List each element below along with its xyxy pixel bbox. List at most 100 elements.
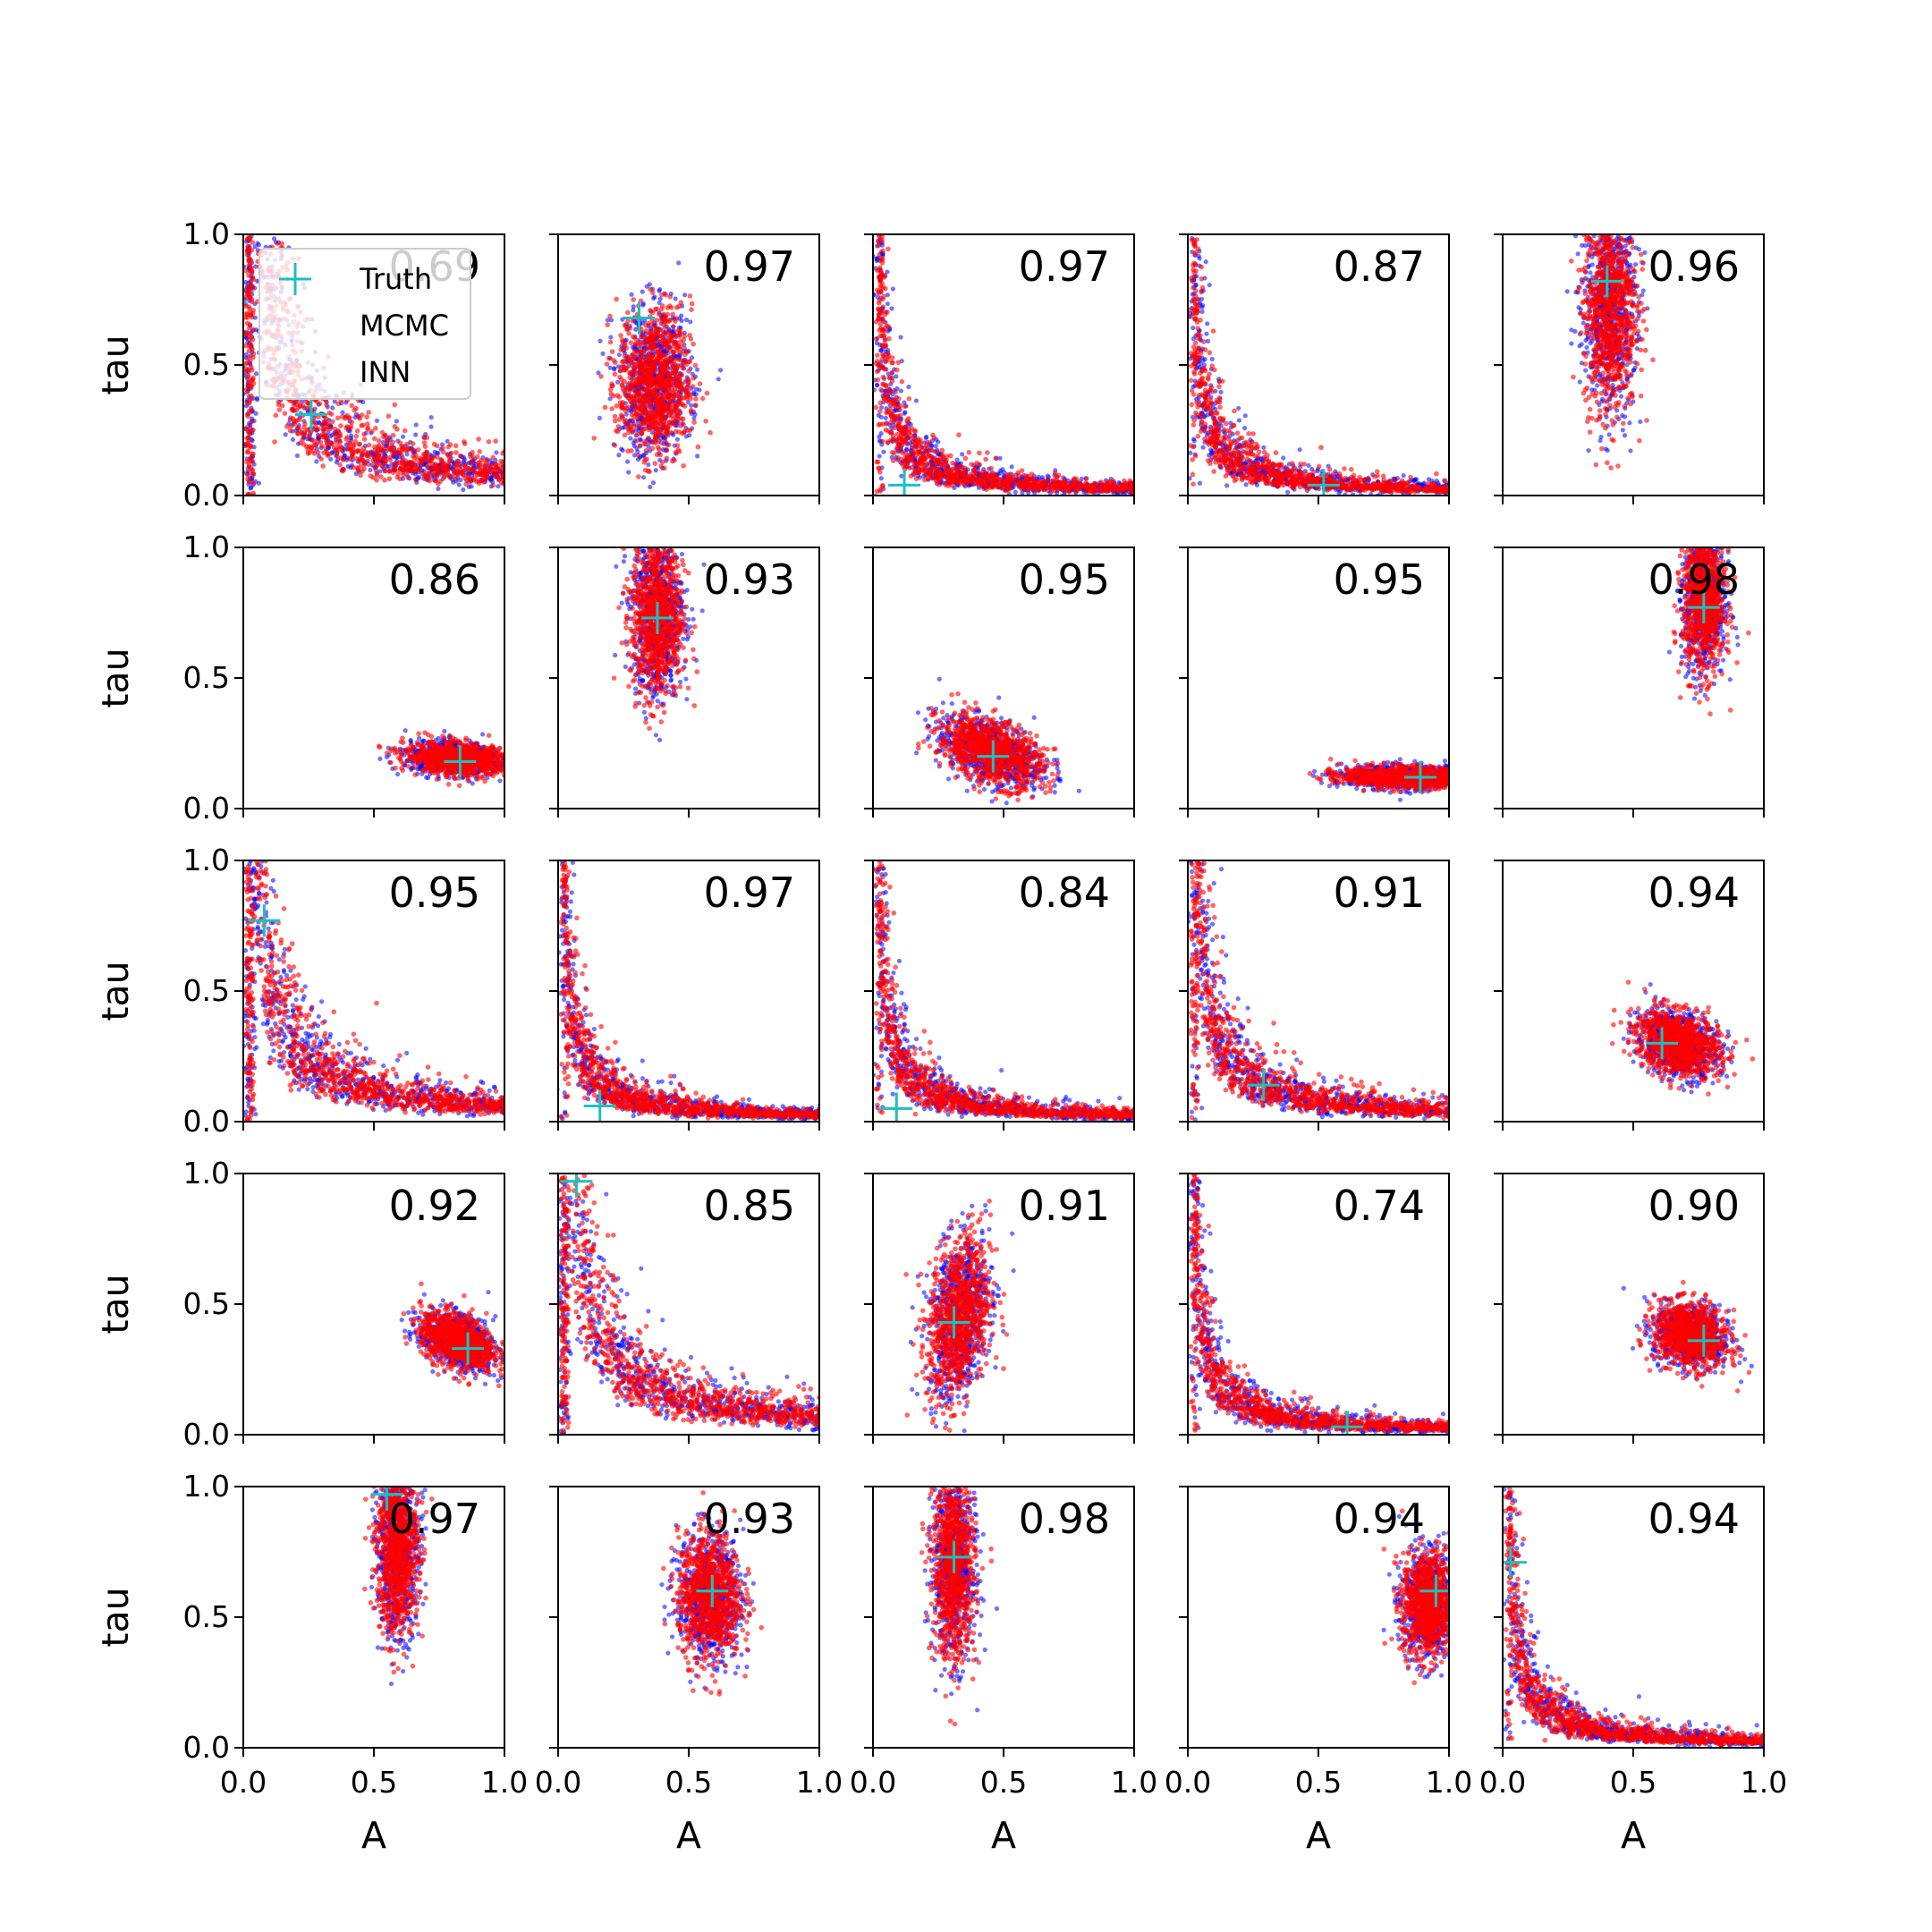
mcmc-point [413, 432, 419, 437]
inn-point [490, 454, 496, 461]
inn-point [357, 416, 363, 421]
y-axis-label: tau [94, 335, 137, 394]
inn-point [637, 443, 642, 449]
inn-point [500, 472, 504, 478]
inn-point [331, 445, 337, 450]
inn-point [933, 478, 939, 484]
inn-point [476, 478, 482, 484]
mcmc-point [445, 438, 450, 444]
inn-point [1067, 482, 1073, 488]
inn-point [461, 438, 467, 445]
mcmc-point [638, 437, 644, 443]
mcmc-point [878, 430, 884, 436]
mcmc-point [626, 470, 631, 475]
inn-point [243, 294, 250, 301]
inn-point [679, 402, 685, 407]
inn-point [662, 465, 667, 471]
inn-point [243, 331, 250, 337]
mcmc-point [597, 338, 603, 343]
inn-point [1017, 482, 1022, 488]
inn-point [678, 362, 684, 368]
inn-point [380, 448, 386, 453]
mcmc-point [1336, 490, 1342, 496]
mcmc-point [694, 453, 700, 459]
inn-point [275, 402, 282, 408]
inn-point [404, 441, 410, 447]
inn-point [649, 318, 655, 324]
mcmc-point [1006, 491, 1012, 496]
inn-point [657, 446, 662, 453]
inn-point [477, 449, 482, 454]
inn-point [884, 394, 889, 400]
inn-point [349, 419, 355, 425]
inn-point [687, 428, 693, 433]
inn-point [341, 466, 346, 472]
inn-point [386, 413, 392, 419]
inn-point [609, 381, 614, 386]
inn-point [247, 306, 253, 312]
inn-point [895, 441, 902, 447]
inn-point [895, 360, 902, 365]
inn-point [641, 460, 648, 465]
inn-point [428, 458, 434, 463]
inn-point [879, 483, 886, 489]
inn-point [244, 450, 250, 455]
inn-point [617, 374, 623, 380]
mcmc-point [294, 453, 301, 459]
inn-point [355, 466, 361, 471]
panel-0-2: 0.97 [864, 233, 1135, 504]
mcmc-point [694, 367, 700, 372]
inn-point [390, 432, 396, 438]
inn-point [902, 460, 908, 466]
inn-point [943, 482, 948, 487]
inn-point [419, 470, 426, 477]
inn-point [598, 374, 604, 379]
mcmc-point [913, 398, 919, 403]
inn-point [290, 398, 296, 404]
inn-point [674, 443, 681, 448]
inn-point [654, 335, 659, 340]
mcmc-point [691, 415, 697, 421]
mcmc-point [605, 318, 610, 323]
inn-point [296, 427, 302, 433]
inn-point [366, 442, 372, 448]
mcmc-point [380, 439, 386, 445]
inn-point [333, 431, 338, 436]
inn-point [961, 471, 967, 477]
inn-point [639, 376, 644, 382]
inn-point [638, 349, 643, 355]
mcmc-point [997, 455, 1003, 461]
inn-point [886, 335, 892, 342]
inn-point [966, 450, 972, 455]
inn-point [614, 393, 620, 398]
inn-point [1004, 479, 1011, 486]
inn-point [970, 476, 976, 482]
inn-point [432, 471, 438, 478]
inn-point [1029, 484, 1035, 489]
inn-point [375, 462, 380, 468]
inn-point [889, 450, 895, 455]
inn-point [300, 436, 305, 443]
mcmc-point [243, 279, 249, 285]
inn-point [678, 383, 683, 389]
inn-point [652, 461, 658, 466]
inn-point [638, 356, 644, 361]
mcmc-point [902, 410, 908, 415]
inn-point [353, 434, 360, 439]
inn-point [384, 435, 390, 441]
inn-point [881, 333, 887, 339]
inn-point [893, 389, 899, 394]
inn-point [490, 482, 496, 488]
inn-point [658, 440, 665, 445]
inn-point [357, 441, 362, 447]
inn-point [643, 323, 648, 328]
inn-point [652, 435, 658, 440]
inn-point [656, 428, 661, 433]
inn-point [647, 395, 653, 402]
inn-point [304, 405, 309, 411]
inn-point [890, 397, 896, 403]
inn-point [470, 453, 475, 459]
inn-point [666, 329, 672, 335]
inn-point [662, 318, 668, 324]
inn-point [282, 411, 288, 416]
